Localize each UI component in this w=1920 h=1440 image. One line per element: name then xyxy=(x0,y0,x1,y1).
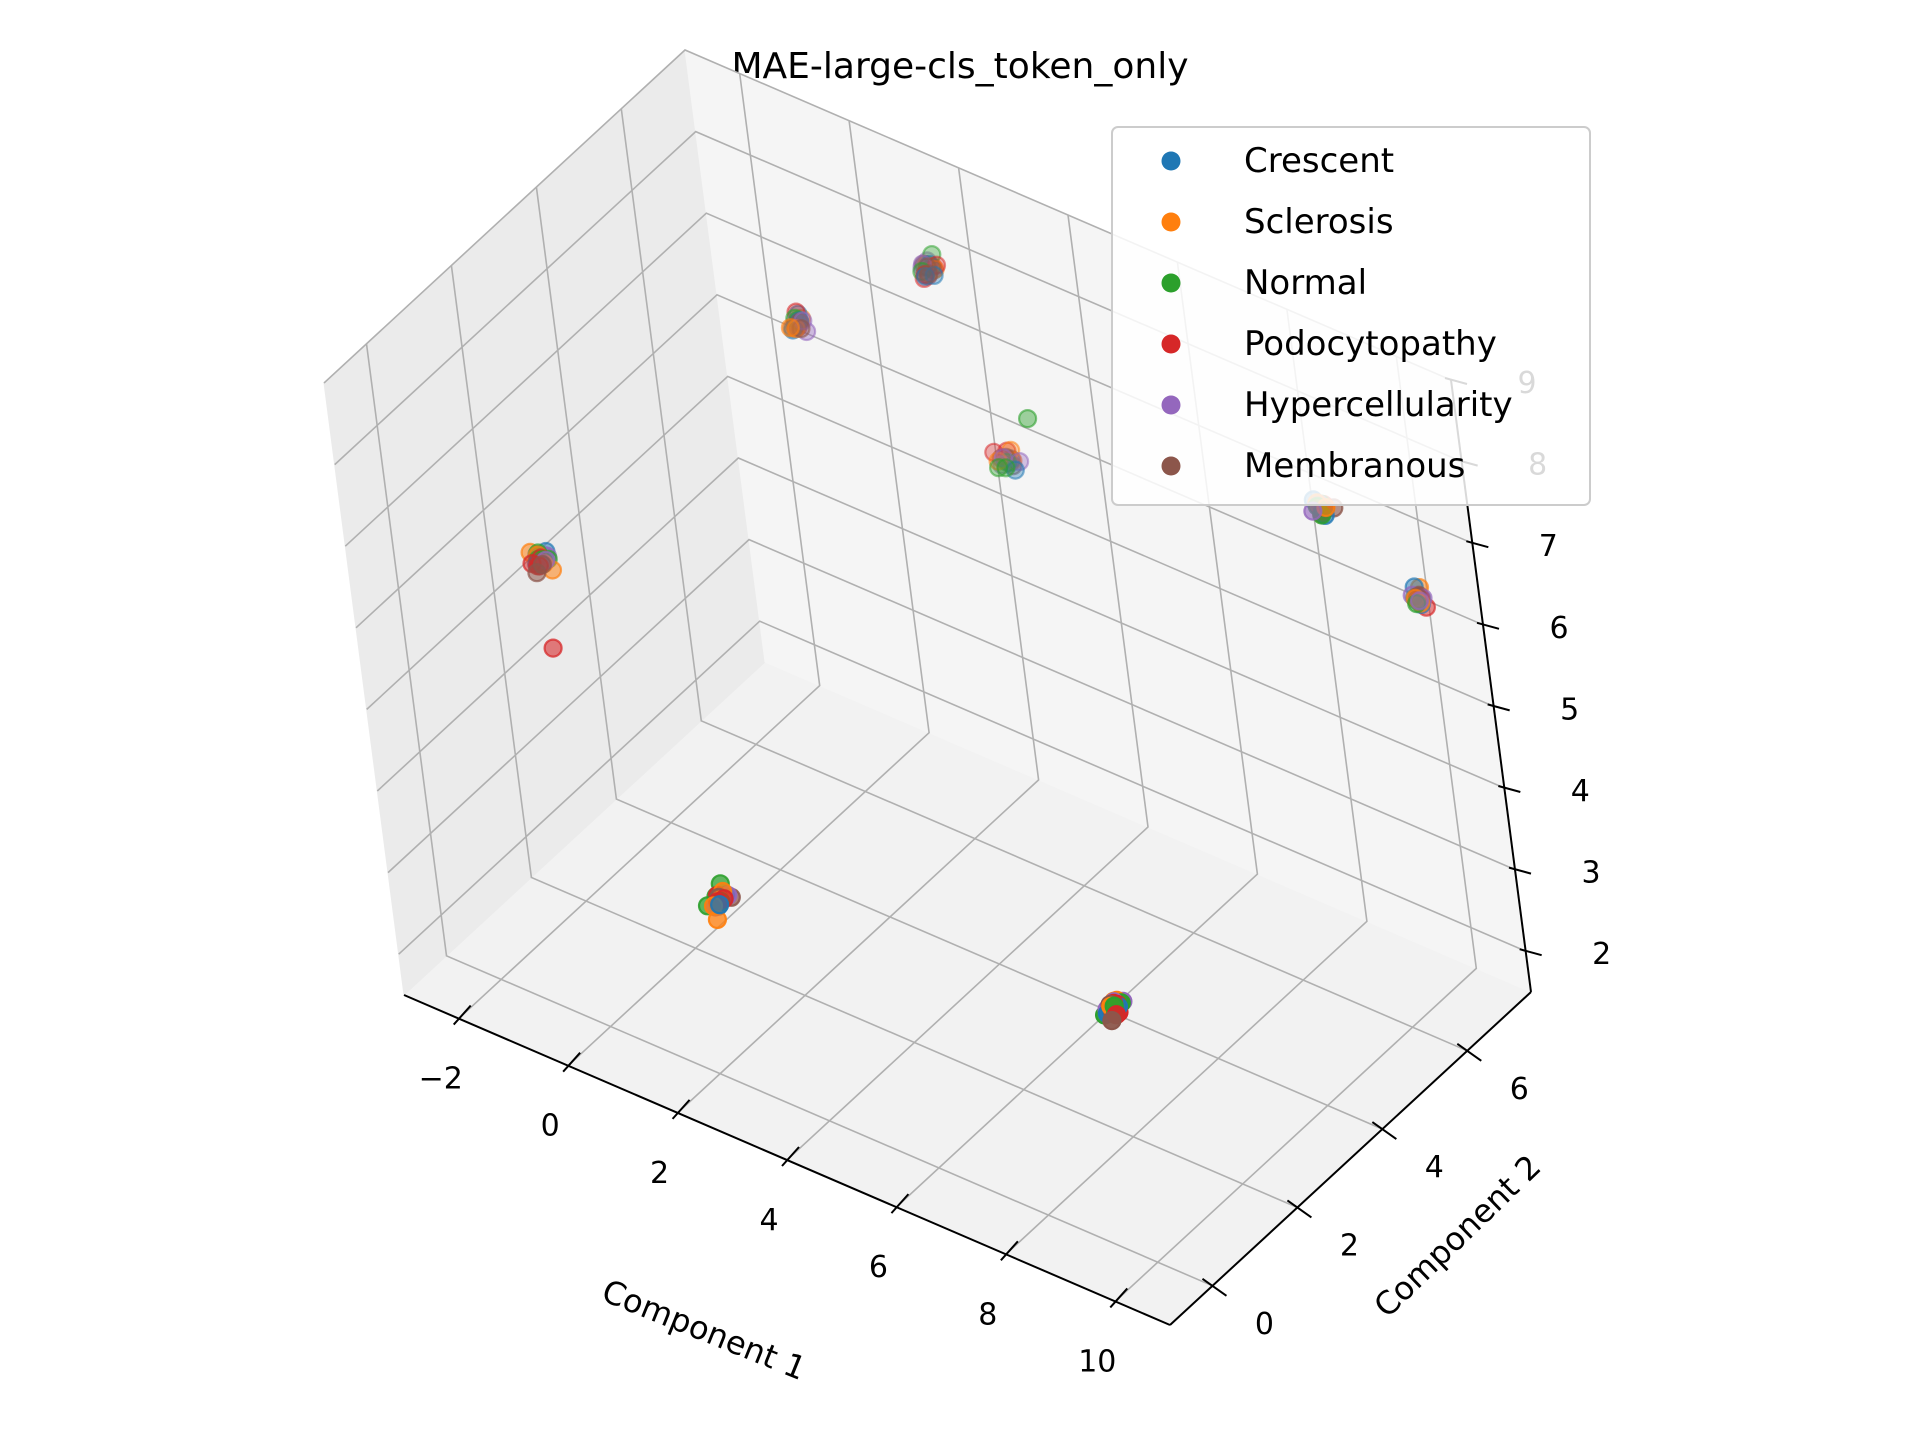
legend-marker xyxy=(1161,334,1181,354)
scatter-point xyxy=(1102,1010,1122,1031)
x-tick-label: 2 xyxy=(650,1156,669,1191)
x-tick xyxy=(671,1099,691,1120)
z-tick-label: 4 xyxy=(1571,774,1590,809)
y-tick xyxy=(1201,1278,1228,1297)
y-tick-label: 4 xyxy=(1425,1150,1444,1185)
z-tick xyxy=(1476,621,1500,630)
y-gridline xyxy=(535,186,1383,1130)
x-gridline xyxy=(458,73,821,1020)
y-gridline xyxy=(365,343,1213,1287)
x-gridline xyxy=(567,120,930,1067)
scatter-point xyxy=(780,318,801,338)
z-gridline xyxy=(387,538,1516,874)
z-tick xyxy=(1498,785,1521,793)
x-gridline xyxy=(1114,356,1478,1302)
scatter-point xyxy=(919,264,939,284)
z-gridline xyxy=(366,375,1495,710)
legend-label: Crescent xyxy=(1244,141,1394,181)
z-tick xyxy=(1508,866,1532,875)
x-tick-label: 0 xyxy=(541,1109,560,1144)
legend-marker xyxy=(1161,151,1181,171)
legend: Crescent Sclerosis Normal Podocytopathy Hype… xyxy=(1111,126,1591,506)
y-axis-line xyxy=(1169,991,1532,1326)
z-gridline xyxy=(376,457,1505,792)
legend-label: Podocytopathy xyxy=(1244,324,1497,364)
z-tick-label: 7 xyxy=(1539,529,1558,564)
x-gridline xyxy=(677,167,1040,1114)
legend-marker xyxy=(1161,273,1181,293)
scatter-point xyxy=(532,554,553,575)
legend-label: Membranous xyxy=(1244,446,1465,486)
z-gridline xyxy=(355,293,1484,629)
z-tick xyxy=(1487,703,1510,712)
scatter-point xyxy=(709,895,730,915)
legend-marker xyxy=(1161,395,1181,415)
y-tick xyxy=(1456,1042,1482,1062)
y-gridline xyxy=(620,108,1468,1052)
z-tick-label: 5 xyxy=(1560,692,1579,727)
x-tick xyxy=(452,1004,472,1026)
legend-label: Sclerosis xyxy=(1244,202,1394,242)
x-gridline xyxy=(786,214,1149,1161)
x-tick-label: 10 xyxy=(1078,1344,1116,1379)
y-axis-label: Component 2 xyxy=(1366,1147,1548,1325)
z-tick-label: 6 xyxy=(1549,611,1568,646)
x-tick xyxy=(1109,1287,1129,1309)
legend-label: Hypercellularity xyxy=(1244,385,1513,425)
z-tick-label: 3 xyxy=(1581,856,1600,891)
x-tick xyxy=(1000,1240,1019,1261)
y-tick-label: 2 xyxy=(1340,1228,1359,1263)
x-tick xyxy=(890,1193,910,1214)
x-tick-label: 4 xyxy=(759,1203,778,1238)
z-tick xyxy=(1466,540,1489,549)
y-gridline xyxy=(450,265,1298,1209)
x-tick-label: 6 xyxy=(869,1250,888,1285)
tick-labels: −20246810024623456789 xyxy=(419,366,1612,1379)
scatter-point xyxy=(988,458,1009,478)
legend-frame xyxy=(1111,126,1591,506)
scatter-point xyxy=(996,458,1016,478)
scatter-point xyxy=(1409,591,1430,611)
z-tick xyxy=(1519,948,1542,957)
y-tick-label: 0 xyxy=(1255,1307,1274,1342)
scatter-point xyxy=(543,638,563,658)
x-axis-label: Component 1 xyxy=(597,1272,812,1388)
x-tick-label: −2 xyxy=(419,1062,463,1097)
y-tick xyxy=(1371,1121,1397,1140)
x-tick xyxy=(781,1146,800,1167)
chart-title: MAE-large-cls_token_only xyxy=(731,46,1188,87)
legend-marker xyxy=(1161,212,1181,232)
z-gridline xyxy=(398,620,1527,955)
x-tick xyxy=(562,1052,581,1073)
z-tick-label: 2 xyxy=(1592,937,1611,972)
y-tick-label: 6 xyxy=(1510,1072,1529,1107)
scatter-point xyxy=(1017,409,1038,429)
x-tick-label: 8 xyxy=(978,1297,997,1332)
legend-marker xyxy=(1161,456,1181,476)
y-tick xyxy=(1286,1199,1312,1219)
legend-label: Normal xyxy=(1244,263,1367,303)
